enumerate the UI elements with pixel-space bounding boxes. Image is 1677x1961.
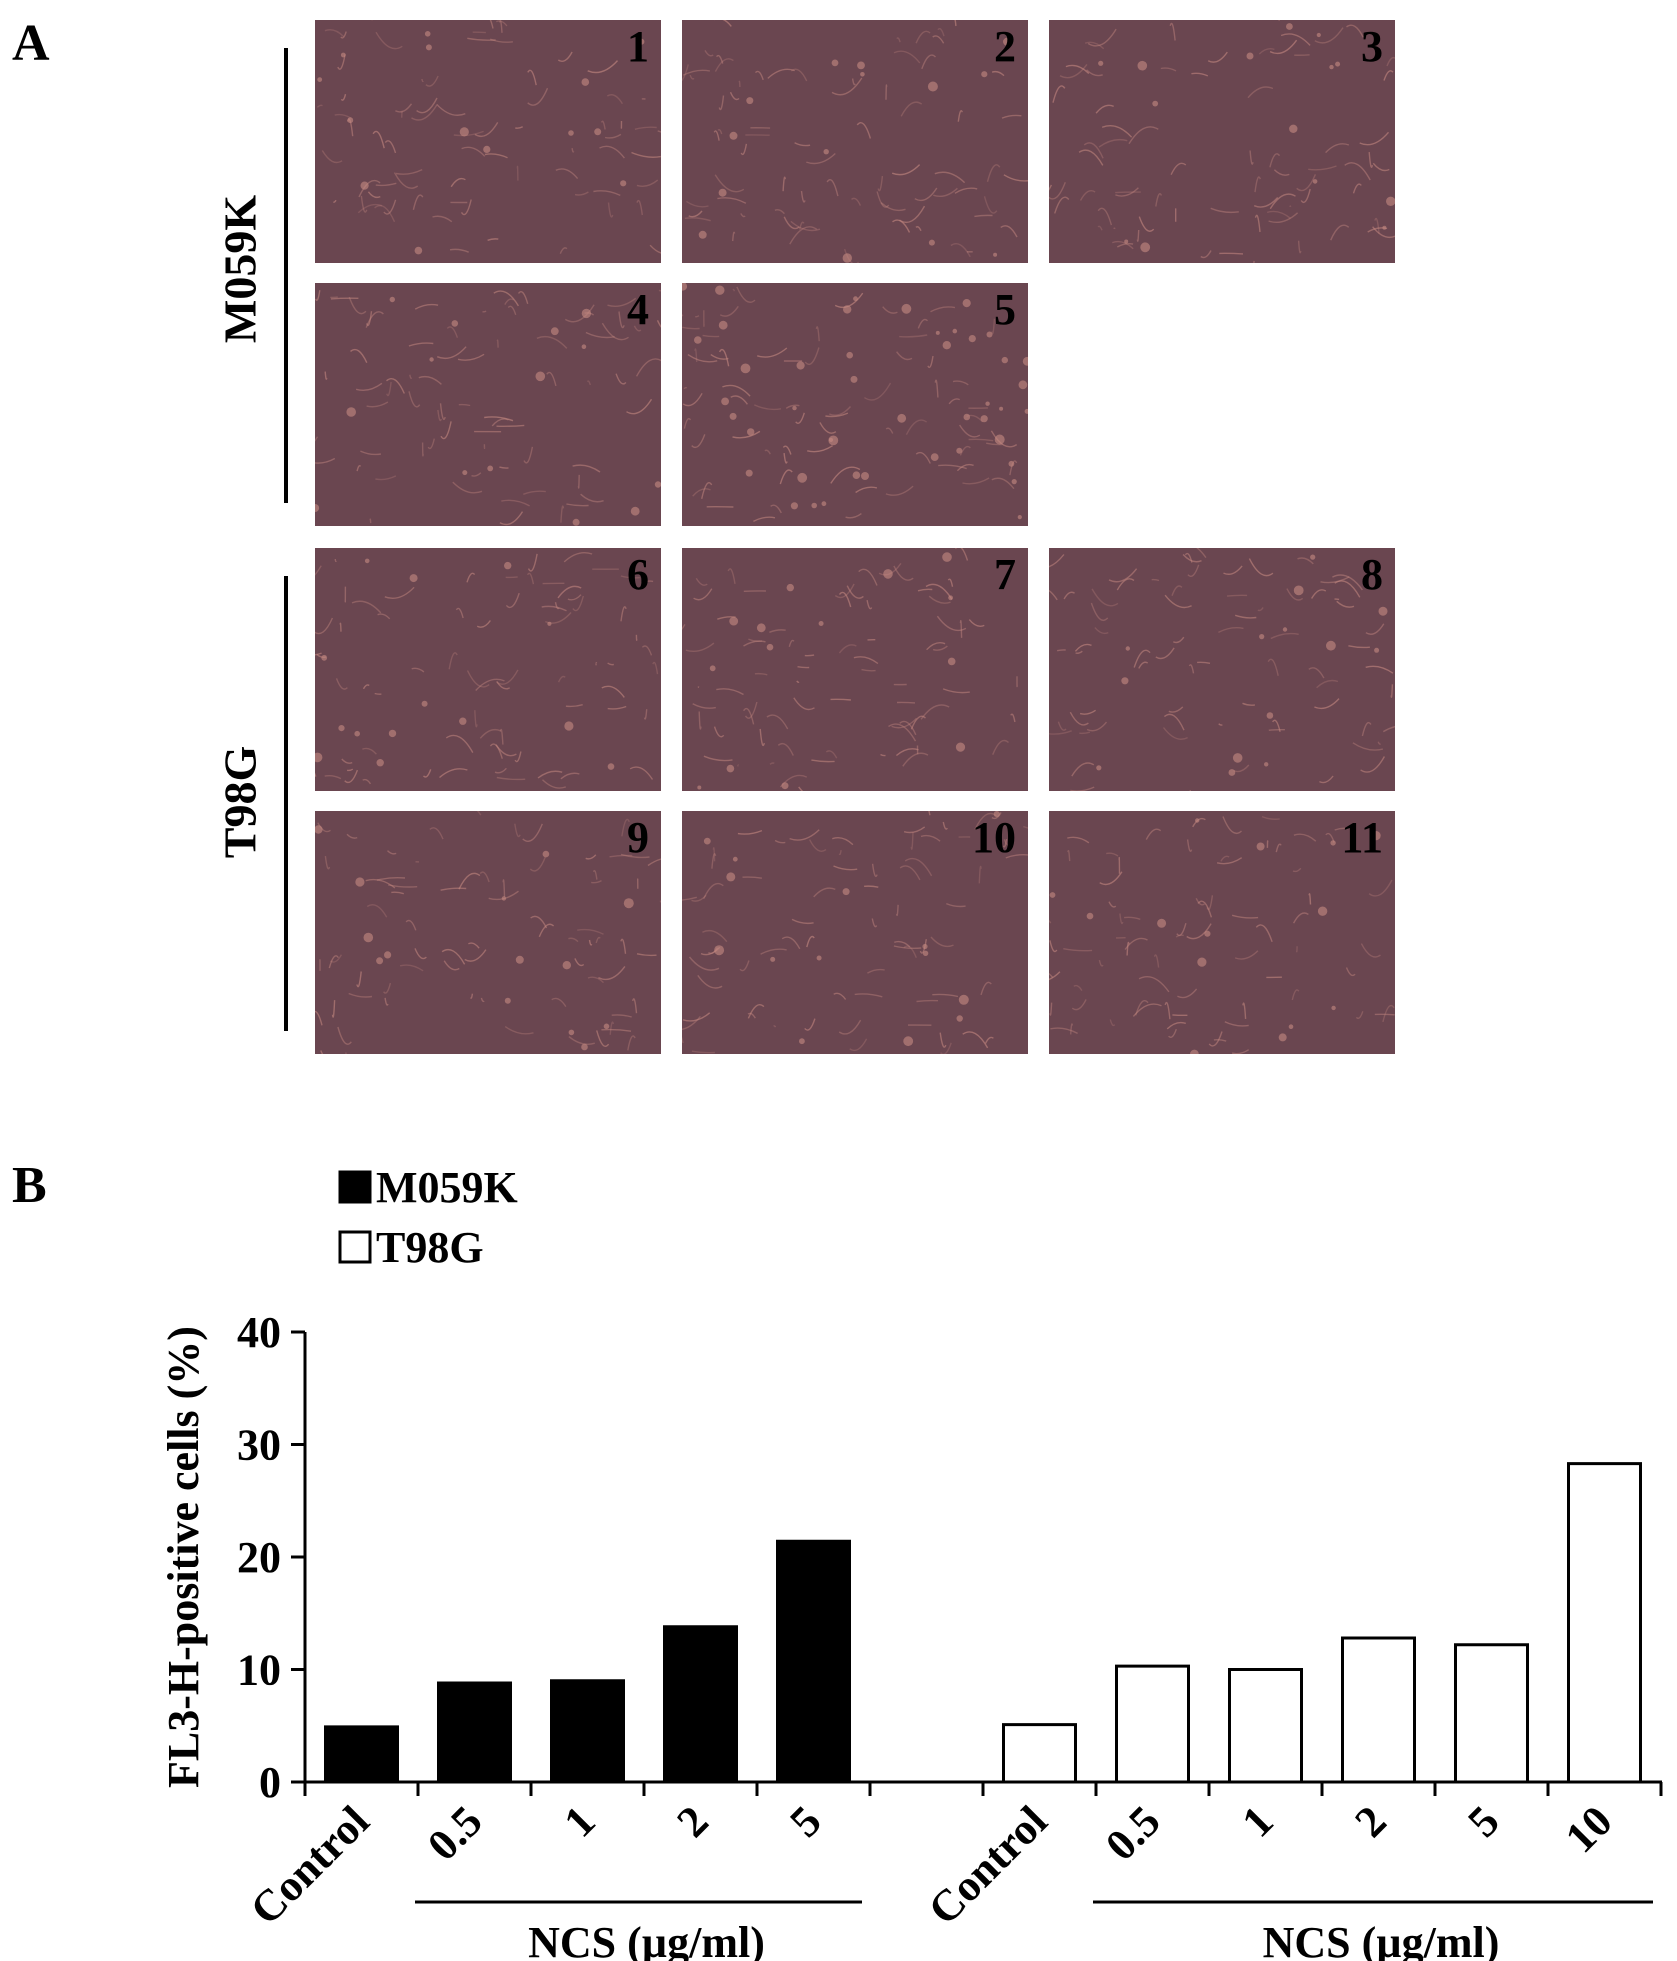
- panel-b-letter: B: [12, 1157, 47, 1214]
- y-tick-label: 10: [237, 1646, 281, 1695]
- micrograph-number: 4: [627, 285, 649, 334]
- x-tick-label: 1: [554, 1796, 604, 1846]
- panel-a-letter: A: [12, 15, 50, 72]
- group-bracket-t98g: [284, 576, 288, 1031]
- micrograph-number: 8: [1361, 550, 1383, 599]
- bar-m059k-2: [550, 1679, 625, 1784]
- cell-texture: [315, 289, 661, 526]
- group-label-m059k: M059K: [214, 194, 266, 344]
- bar-m059k-0: [324, 1725, 399, 1784]
- cell-texture: [1049, 548, 1395, 791]
- cell-texture: [682, 811, 1028, 1054]
- micrograph-3: 3: [1049, 20, 1395, 263]
- x-tick-label: 5: [780, 1796, 830, 1846]
- x-tick-label: 5: [1458, 1796, 1508, 1846]
- micrograph-number: 7: [994, 550, 1016, 599]
- bar-t98g-4: [1454, 1643, 1529, 1784]
- micrograph-7: 7: [682, 548, 1028, 791]
- cell-texture: [315, 811, 661, 1054]
- micrograph-6: 6: [315, 548, 661, 791]
- x-tick-label: 0.5: [1096, 1796, 1170, 1870]
- x-tick-label: 1: [1232, 1796, 1282, 1846]
- bar-m059k-3: [663, 1625, 738, 1784]
- x-tick-label: 2: [667, 1796, 717, 1846]
- cell-texture: [682, 20, 1028, 263]
- legend-label-t98g: T98G: [376, 1223, 484, 1272]
- bar-m059k-1: [437, 1681, 512, 1784]
- treatment-label-1: NCS (µg/ml): [1263, 1918, 1500, 1961]
- x-tick-label: Control: [919, 1796, 1057, 1934]
- bar-m059k-4: [776, 1539, 851, 1784]
- micrograph-10: 10: [682, 811, 1028, 1054]
- bar-t98g-5: [1567, 1462, 1642, 1784]
- group-label-t98g: T98G: [214, 745, 266, 859]
- y-tick-label: 0: [259, 1758, 281, 1807]
- micrograph-4: 4: [315, 283, 661, 526]
- x-tick-label: 0.5: [418, 1796, 492, 1870]
- micrograph-number: 3: [1361, 22, 1383, 71]
- cell-texture: [1049, 815, 1395, 1054]
- cell-texture: [1049, 20, 1395, 263]
- micrograph-number: 11: [1341, 813, 1383, 862]
- cell-texture: [315, 551, 659, 789]
- y-tick-label: 30: [237, 1421, 281, 1470]
- x-tick-label: Control: [241, 1796, 379, 1934]
- cell-texture: [682, 548, 1018, 791]
- y-tick-label: 40: [237, 1308, 281, 1357]
- bar-chart: 0 10 20 30 40 FL3-H-positive cells (%) Control…: [159, 1163, 1663, 1961]
- x-tick-label: 2: [1345, 1796, 1395, 1846]
- x-tick-label: 10: [1556, 1796, 1622, 1862]
- cell-texture: [316, 20, 661, 255]
- bar-t98g-3: [1341, 1636, 1416, 1784]
- micrograph-2: 2: [682, 20, 1028, 263]
- y-tick-label: 20: [237, 1533, 281, 1582]
- micrograph-9: 9: [315, 811, 661, 1054]
- bar-t98g-0: [1002, 1723, 1077, 1784]
- micrograph-number: 5: [994, 285, 1016, 334]
- micrograph-5: 5: [682, 283, 1028, 526]
- legend-swatch-t98g: [338, 1230, 372, 1264]
- micrograph-1: 1: [315, 20, 661, 263]
- cell-texture: [682, 283, 1028, 523]
- group-bracket-m059k: [284, 48, 288, 503]
- micrograph-number: 6: [627, 550, 649, 599]
- bar-t98g-1: [1115, 1664, 1190, 1784]
- bar-t98g-2: [1228, 1668, 1303, 1784]
- legend-label-m059k: M059K: [376, 1163, 518, 1212]
- micrograph-number: 2: [994, 22, 1016, 71]
- legend-swatch-m059k: [338, 1170, 372, 1204]
- micrograph-8: 8: [1049, 548, 1395, 791]
- micrograph-11: 11: [1049, 811, 1395, 1054]
- y-axis-label: FL3-H-positive cells (%): [159, 1326, 208, 1788]
- treatment-label-0: NCS (µg/ml): [528, 1918, 765, 1961]
- micrograph-number: 1: [627, 22, 649, 71]
- micrograph-number: 9: [627, 813, 649, 862]
- micrograph-number: 10: [972, 813, 1016, 862]
